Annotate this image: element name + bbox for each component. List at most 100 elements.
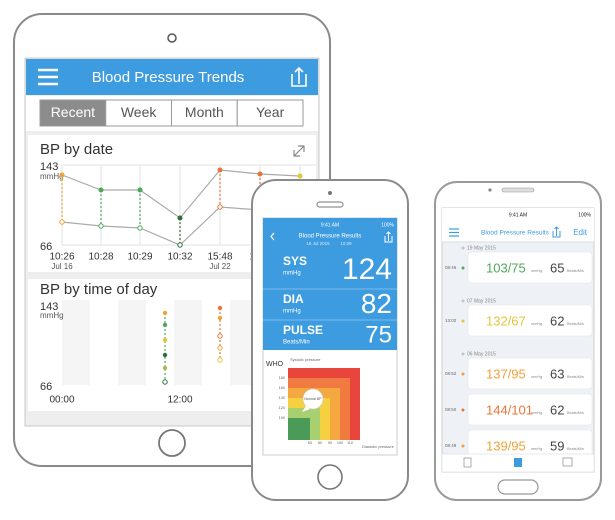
result-pulse: 65 xyxy=(550,260,564,275)
timeline-dot xyxy=(461,246,465,250)
reading-unit: Beats/Min xyxy=(283,340,310,346)
y-bottom: 66 xyxy=(40,381,52,393)
y-unit: mmHg xyxy=(40,172,64,181)
share-icon[interactable] xyxy=(291,66,307,87)
result-bp-unit: mmHg xyxy=(531,322,542,326)
x-label: 15:48 xyxy=(207,252,232,263)
result-bp: 144/101 xyxy=(486,402,533,417)
results-title: Blood Pressure Results xyxy=(299,234,362,240)
tab-icon[interactable] xyxy=(562,457,573,467)
status-battery: 100% xyxy=(381,222,394,228)
timeline-dot xyxy=(461,372,465,376)
reading-label: PULSE xyxy=(283,323,323,337)
y-unit: mmHg xyxy=(40,311,64,320)
android: 9:41 AM 100% Blood Pressure Results Edit… xyxy=(434,181,602,501)
speaker xyxy=(501,187,535,193)
tablet-header xyxy=(26,59,318,95)
x-tick: 80 xyxy=(318,441,322,445)
group-date: 06 May 2015 xyxy=(467,351,496,357)
x-label: 10:26 xyxy=(49,252,74,263)
result-bp-unit: mmHg xyxy=(531,411,542,415)
android-header xyxy=(442,208,594,242)
camera xyxy=(167,33,177,43)
tab-icon[interactable] xyxy=(463,457,472,468)
edit-button[interactable]: Edit xyxy=(573,228,588,237)
back-icon[interactable] xyxy=(270,232,275,241)
expand-icon[interactable] xyxy=(293,145,305,157)
sensor xyxy=(488,188,492,192)
tablet: Blood Pressure Trends Recent Week Month Yea… xyxy=(13,13,331,467)
speaker xyxy=(316,201,344,208)
menu-icon[interactable] xyxy=(449,228,459,237)
reading-value: 75 xyxy=(365,321,392,348)
result-time: 08:46 xyxy=(445,265,457,270)
y-tick: 100 xyxy=(279,416,285,420)
card-title: BP by date xyxy=(40,141,113,158)
result-time: 13:02 xyxy=(445,318,457,323)
result-pulse: 59 xyxy=(550,438,564,453)
timeline-dot xyxy=(461,352,465,356)
reading-unit: mmHg xyxy=(283,309,301,315)
share-icon[interactable] xyxy=(384,231,393,243)
menu-icon[interactable] xyxy=(38,68,58,86)
card-title: BP by time of day xyxy=(40,281,158,298)
tab-label[interactable]: Recent xyxy=(51,104,95,120)
x-tick: 90 xyxy=(328,441,332,445)
result-pulse-unit: Beats/Min xyxy=(567,447,584,451)
result-pulse-unit: Beats/Min xyxy=(567,375,584,379)
reading-value: 82 xyxy=(361,288,392,319)
x-sublabel: Jul 22 xyxy=(209,262,231,271)
timeline-dot xyxy=(461,299,465,303)
axis-title: Systolic pressure xyxy=(290,357,321,362)
tab-label[interactable]: Year xyxy=(256,104,285,120)
timeline-dot xyxy=(461,266,465,270)
home-button[interactable] xyxy=(497,479,539,495)
result-card[interactable] xyxy=(467,357,593,390)
result-pulse-unit: Beats/Min xyxy=(567,322,584,326)
who-chart: WHO Systolic pressure Diastolic pressure No… xyxy=(266,357,395,449)
tab-label[interactable]: Month xyxy=(185,104,224,120)
zone-label: Normal BP xyxy=(304,397,322,401)
x-tick: 60 xyxy=(308,441,312,445)
tablet-title: Blood Pressure Trends xyxy=(92,69,245,86)
y-tick: 140 xyxy=(279,396,285,400)
tab[interactable] xyxy=(105,99,172,127)
result-pulse: 62 xyxy=(550,402,564,417)
home-button[interactable] xyxy=(158,429,186,457)
tab-icon[interactable] xyxy=(514,458,522,467)
result-card[interactable] xyxy=(467,304,593,337)
tab-label[interactable]: Week xyxy=(121,104,158,120)
status-time: 9:41 AM xyxy=(321,222,339,228)
result-bp-unit: mmHg xyxy=(531,447,542,451)
result-card[interactable] xyxy=(467,251,593,284)
y-top: 143 xyxy=(40,301,58,313)
tab[interactable] xyxy=(39,99,107,127)
camera xyxy=(328,191,332,195)
result-pulse-unit: Beats/Min xyxy=(567,269,584,273)
share-icon[interactable] xyxy=(552,226,561,238)
result-bp: 137/95 xyxy=(486,366,526,381)
tab[interactable] xyxy=(236,99,304,127)
y-top: 143 xyxy=(40,161,58,173)
result-bp-unit: mmHg xyxy=(531,269,542,273)
result-pulse-unit: Beats/Min xyxy=(567,411,584,415)
result-bp: 132/67 xyxy=(486,313,526,328)
group-date: 19 May 2015 xyxy=(467,245,496,251)
reading-label: SYS xyxy=(283,254,307,268)
reading-label: DIA xyxy=(283,292,304,306)
home-button[interactable] xyxy=(317,464,343,490)
x-label: 10:29 xyxy=(127,252,152,263)
results-panel xyxy=(263,218,397,350)
x-labels: 00:00 12:00 xyxy=(49,395,192,406)
diastolic-line xyxy=(61,206,261,246)
x-sublabel: Jul 16 xyxy=(51,262,73,271)
y-bottom: 66 xyxy=(40,241,52,253)
results-date: 16 Jul 2015 xyxy=(306,241,330,246)
who-title: WHO xyxy=(266,361,284,368)
status-time: 9:41 AM xyxy=(509,212,527,218)
x-tick: 110 xyxy=(347,441,353,445)
result-card[interactable] xyxy=(467,393,593,426)
timeline-dot xyxy=(461,408,465,412)
